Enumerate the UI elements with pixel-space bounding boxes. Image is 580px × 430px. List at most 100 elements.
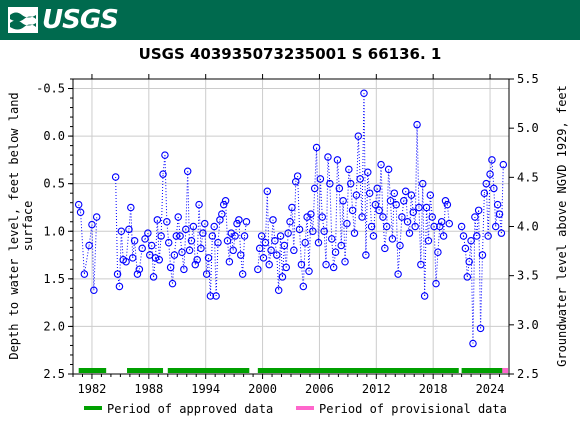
y-axis-left-label-line1: Depth to water level, feet below land <box>7 92 21 359</box>
data-point <box>318 213 327 221</box>
series-connector <box>149 245 153 256</box>
series-connector <box>481 193 485 256</box>
data-point <box>127 203 135 212</box>
series-connector <box>365 172 369 256</box>
data-point <box>80 270 89 278</box>
data-point <box>155 256 164 264</box>
data-point <box>221 197 230 205</box>
data-point <box>437 217 446 226</box>
data-point <box>193 256 201 264</box>
data-point <box>242 217 251 226</box>
data-point <box>362 251 370 259</box>
data-point <box>348 206 357 215</box>
data-point <box>328 235 336 243</box>
series-connector <box>117 274 120 287</box>
period-bar <box>167 368 250 373</box>
series-connector <box>189 240 192 251</box>
series-connector <box>80 212 85 275</box>
data-point <box>282 263 291 272</box>
data-point <box>463 273 472 281</box>
series-connector <box>264 191 268 243</box>
x-tick-label: 1982 <box>78 382 107 396</box>
data-point <box>417 260 425 269</box>
series-connector <box>478 210 482 329</box>
data-point <box>497 229 506 237</box>
series-connector <box>200 233 204 249</box>
series-connector <box>329 183 333 239</box>
data-point <box>163 217 171 226</box>
series-connector <box>466 261 470 277</box>
data-point <box>212 292 220 300</box>
data-point <box>405 229 414 237</box>
y-tick-label-right: 5.5 <box>517 72 539 86</box>
legend-swatch-provisional <box>296 406 314 410</box>
data-point <box>261 238 270 247</box>
data-point <box>331 248 340 256</box>
data-point <box>259 254 268 262</box>
data-point <box>373 184 382 193</box>
data-point <box>117 227 126 236</box>
usgs-logo[interactable]: USGS <box>8 5 119 35</box>
data-point <box>138 244 146 253</box>
series-connector <box>388 169 392 201</box>
data-point <box>299 282 308 291</box>
x-tick-label: 2012 <box>362 382 391 396</box>
y-axis-right-label: Groundwater level above NGVD 1929, feet <box>555 85 569 367</box>
data-point <box>269 216 277 224</box>
data-point <box>371 200 380 209</box>
series-connector <box>287 221 291 234</box>
series-connector <box>372 204 376 237</box>
data-point <box>335 184 344 193</box>
data-point <box>411 222 419 231</box>
series-connector <box>333 252 337 268</box>
data-point <box>255 244 264 253</box>
data-point <box>168 279 177 288</box>
data-point <box>90 286 98 295</box>
data-point <box>159 170 167 178</box>
series-connector <box>414 124 418 227</box>
data-point <box>390 189 399 197</box>
data-point <box>195 200 203 209</box>
data-point <box>113 270 122 278</box>
data-point <box>76 208 85 216</box>
series-connector <box>435 252 439 284</box>
series-connector <box>130 207 134 258</box>
data-point <box>493 200 502 209</box>
data-point <box>178 248 186 256</box>
data-point <box>301 238 309 247</box>
series-connector <box>242 235 246 275</box>
series-connector <box>304 216 308 243</box>
series-connector <box>194 259 198 265</box>
data-point <box>491 222 500 231</box>
y-tick-label-right: 4.5 <box>517 170 539 184</box>
data-point <box>358 213 366 221</box>
series-connector <box>136 269 140 275</box>
data-point <box>200 219 209 228</box>
series-connector <box>342 200 346 262</box>
data-point <box>284 229 292 237</box>
data-point <box>499 160 508 169</box>
data-point <box>484 232 492 240</box>
series-connector <box>416 124 420 208</box>
y-tick-label-left: 1.5 <box>43 272 65 286</box>
series-connector <box>408 195 412 234</box>
period-bar <box>257 368 459 373</box>
data-point <box>219 200 228 209</box>
series-connector <box>433 226 437 284</box>
series-connector <box>78 204 82 213</box>
data-point <box>461 244 470 253</box>
data-point <box>420 292 429 300</box>
series-connector <box>91 224 95 291</box>
data-point <box>482 179 491 188</box>
plot-frame <box>72 78 510 375</box>
data-point <box>314 238 323 247</box>
series-connector <box>325 157 329 265</box>
series-connector <box>426 207 429 241</box>
data-point <box>164 238 173 247</box>
series-connector <box>168 242 172 268</box>
series-connector <box>480 255 483 329</box>
data-point <box>223 237 232 245</box>
series-connector <box>198 204 202 249</box>
series-connector <box>93 216 98 291</box>
y-tick-label-right: 3.0 <box>517 318 539 332</box>
